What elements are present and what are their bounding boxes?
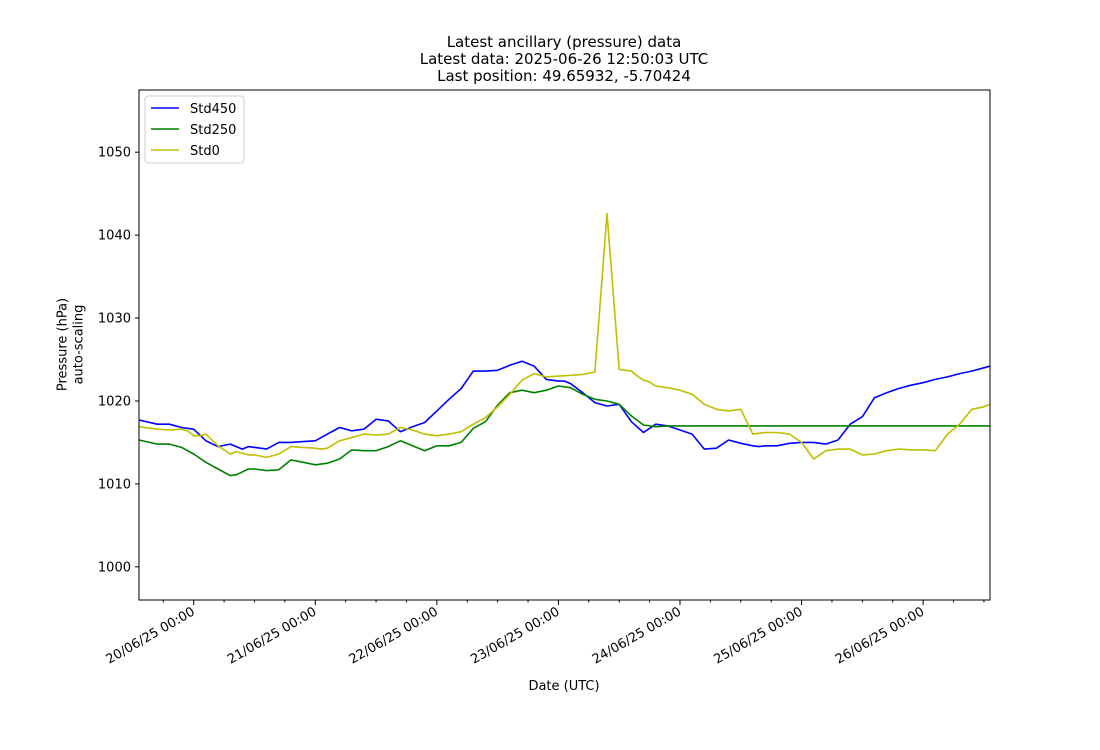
x-axis-label: Date (UTC) bbox=[528, 679, 600, 694]
x-tick-label: 20/06/25 00:00 bbox=[104, 604, 198, 667]
series-layer bbox=[138, 212, 991, 477]
x-tick-label: 23/06/25 00:00 bbox=[468, 604, 562, 667]
chart-subtitle-latest-data: Latest data: 2025-06-26 12:50:03 UTC bbox=[419, 50, 709, 68]
y-tick-label: 1040 bbox=[98, 229, 131, 244]
x-tick-label: 24/06/25 00:00 bbox=[590, 604, 684, 667]
x-tick-label: 22/06/25 00:00 bbox=[347, 604, 441, 667]
legend-label: Std450 bbox=[190, 102, 236, 117]
y-tick-label: 1020 bbox=[98, 394, 131, 409]
y-tick-label: 1000 bbox=[98, 560, 131, 575]
y-tick-label: 1010 bbox=[98, 477, 131, 492]
plot-area bbox=[139, 90, 990, 600]
series-line-std250 bbox=[138, 385, 990, 477]
series-line-std0 bbox=[138, 212, 991, 460]
x-tick-label: 26/06/25 00:00 bbox=[833, 604, 927, 667]
chart-title: Latest ancillary (pressure) data bbox=[446, 33, 682, 51]
y-axis-label-sub: auto-scaling bbox=[71, 304, 87, 385]
y-tick-label: 1030 bbox=[98, 312, 131, 327]
legend-label: Std0 bbox=[190, 144, 220, 159]
chart-subtitle-last-position: Last position: 49.65932, -5.70424 bbox=[437, 67, 691, 85]
legend: Std450 Std250 Std0 bbox=[144, 95, 245, 164]
x-tick-label: 25/06/25 00:00 bbox=[711, 604, 805, 667]
plot-frame bbox=[138, 89, 991, 601]
legend-box bbox=[144, 95, 245, 164]
y-axis-label: Pressure (hPa) bbox=[55, 297, 71, 392]
x-tick-label: 21/06/25 00:00 bbox=[225, 604, 319, 667]
y-tick-label: 1050 bbox=[98, 146, 131, 161]
series-line-std450 bbox=[138, 360, 991, 450]
legend-label: Std250 bbox=[190, 123, 236, 138]
